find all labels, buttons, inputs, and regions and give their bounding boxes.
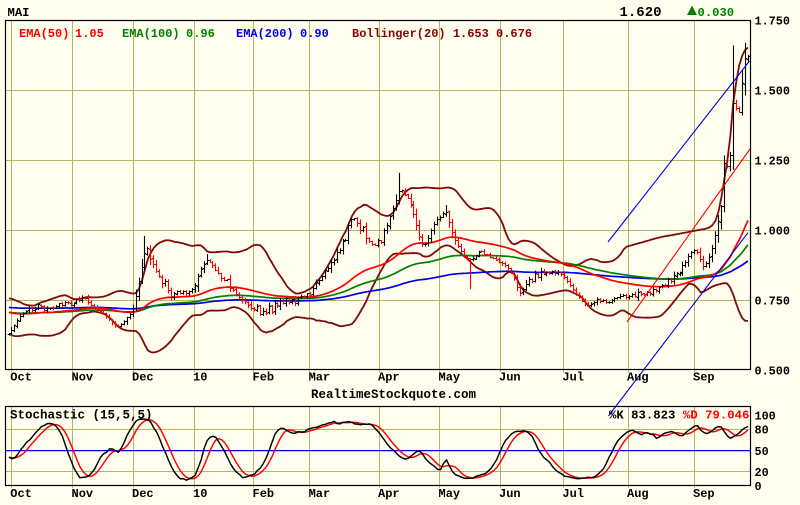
svg-text:0.500: 0.500 bbox=[755, 365, 790, 379]
svg-text:20: 20 bbox=[755, 466, 769, 480]
svg-text:Bollinger(20) 1.653 0.676: Bollinger(20) 1.653 0.676 bbox=[352, 27, 532, 41]
svg-text:100: 100 bbox=[755, 409, 776, 423]
svg-text:May: May bbox=[439, 487, 461, 500]
svg-text:RealtimeStockquote.com: RealtimeStockquote.com bbox=[311, 388, 477, 402]
svg-text:MAI: MAI bbox=[8, 6, 30, 20]
svg-text:Apr: Apr bbox=[378, 487, 400, 500]
svg-text:1.05: 1.05 bbox=[75, 27, 104, 41]
svg-text:Jul: Jul bbox=[562, 487, 584, 500]
svg-text:Aug: Aug bbox=[627, 487, 649, 500]
svg-text:Jun: Jun bbox=[499, 487, 521, 500]
svg-text:Feb: Feb bbox=[253, 487, 275, 500]
svg-text:Dec: Dec bbox=[132, 371, 154, 385]
svg-text:1.000: 1.000 bbox=[755, 225, 790, 239]
svg-text:Sep: Sep bbox=[693, 487, 715, 500]
svg-text:Dec: Dec bbox=[132, 487, 154, 500]
svg-text:0.030: 0.030 bbox=[698, 6, 735, 20]
svg-text:%D 79.046: %D 79.046 bbox=[683, 409, 749, 423]
svg-text:%K 83.823: %K 83.823 bbox=[609, 409, 675, 423]
svg-text:1.750: 1.750 bbox=[755, 15, 790, 29]
svg-text:Oct: Oct bbox=[10, 371, 32, 385]
svg-text:Mar: Mar bbox=[309, 487, 331, 500]
svg-text:1.250: 1.250 bbox=[755, 155, 790, 169]
svg-text:1.500: 1.500 bbox=[755, 85, 790, 99]
svg-text:Apr: Apr bbox=[378, 371, 400, 385]
svg-text:0: 0 bbox=[755, 480, 762, 494]
svg-text:0.750: 0.750 bbox=[755, 295, 790, 309]
svg-text:Nov: Nov bbox=[72, 487, 94, 500]
svg-text:Sep: Sep bbox=[693, 371, 715, 385]
svg-text:0.90: 0.90 bbox=[300, 27, 329, 41]
svg-text:1.620: 1.620 bbox=[620, 5, 662, 21]
svg-text:Feb: Feb bbox=[253, 371, 275, 385]
svg-text:50: 50 bbox=[755, 445, 769, 459]
svg-text:0.96: 0.96 bbox=[186, 27, 215, 41]
svg-text:80: 80 bbox=[755, 424, 769, 438]
svg-text:10: 10 bbox=[193, 371, 207, 385]
svg-text:Jul: Jul bbox=[562, 371, 584, 385]
svg-text:EMA(50): EMA(50) bbox=[19, 27, 69, 41]
svg-text:EMA(100): EMA(100) bbox=[122, 27, 180, 41]
svg-text:Mar: Mar bbox=[309, 371, 331, 385]
svg-text:Oct: Oct bbox=[10, 487, 32, 500]
svg-text:EMA(200): EMA(200) bbox=[236, 27, 294, 41]
svg-text:May: May bbox=[439, 371, 461, 385]
svg-text:Jun: Jun bbox=[499, 371, 521, 385]
svg-text:Aug: Aug bbox=[627, 371, 649, 385]
svg-text:Nov: Nov bbox=[72, 371, 94, 385]
svg-text:Stochastic (15,5,5): Stochastic (15,5,5) bbox=[10, 409, 153, 423]
svg-text:10: 10 bbox=[193, 487, 207, 500]
